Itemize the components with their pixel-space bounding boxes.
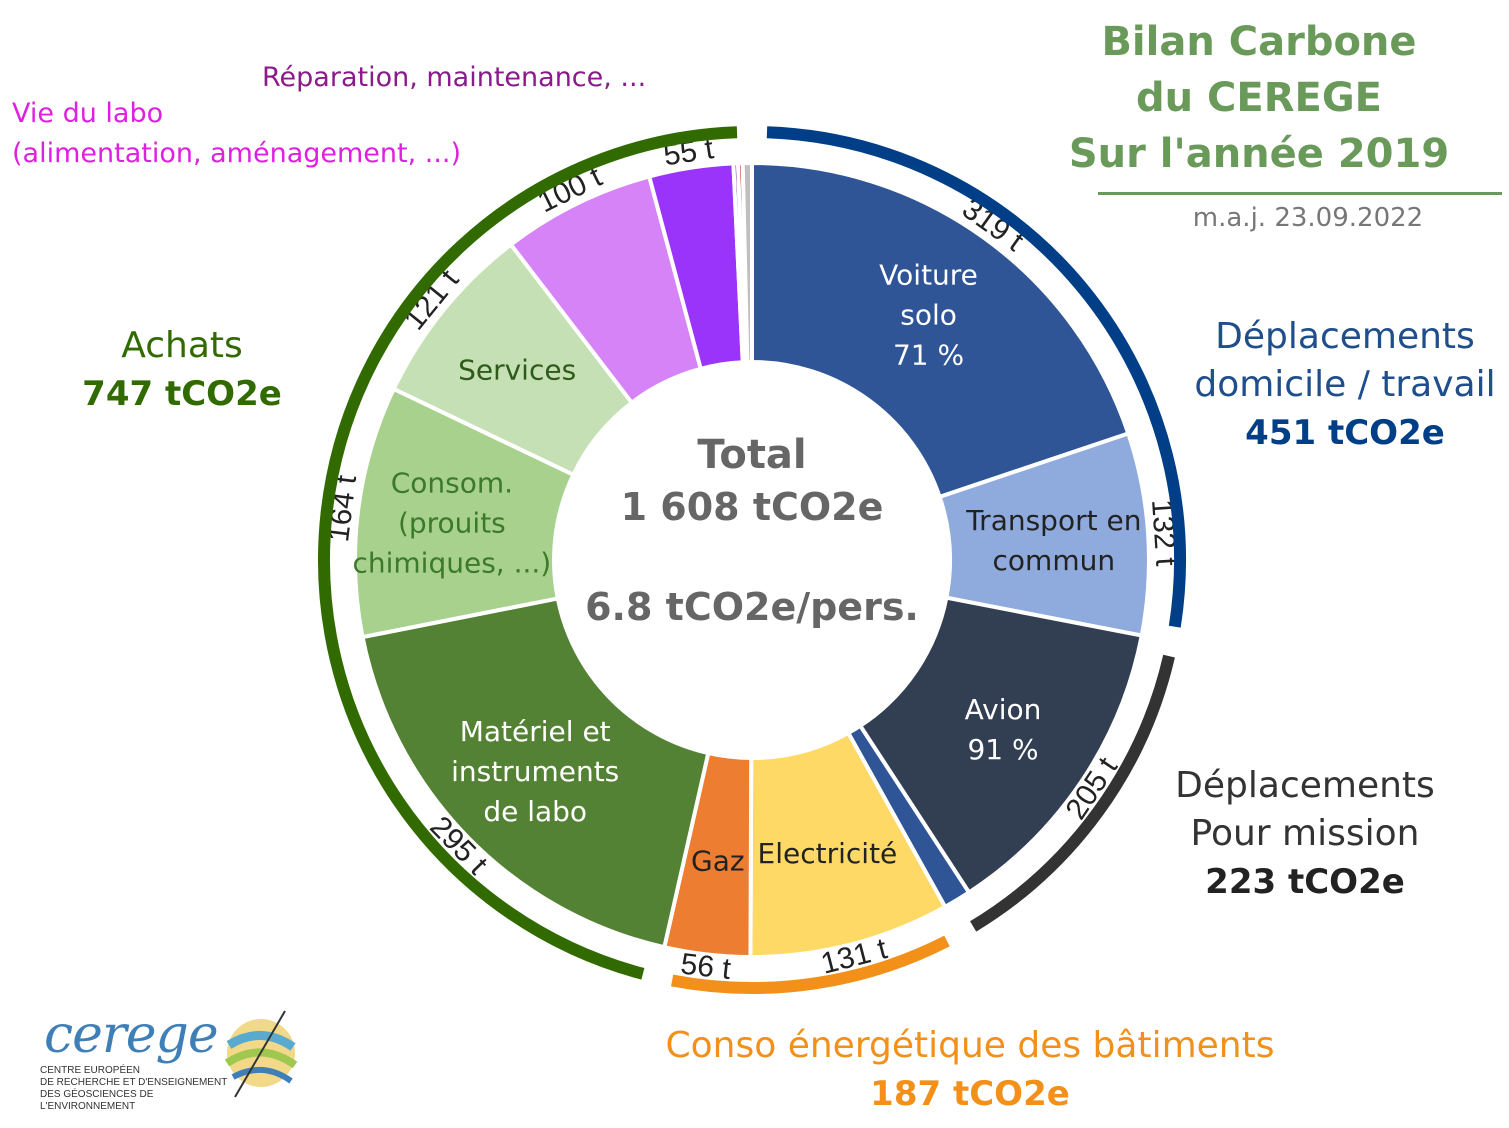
group-label-achats: Achats 747 tCO2e — [62, 322, 302, 418]
slice-label-transport-en-commun-0: Transport en — [965, 504, 1141, 537]
slice-avion-91 — [857, 595, 1145, 896]
group-domicile-line2: domicile / travail — [1194, 364, 1496, 405]
logo-sub-2: DE RECHERCHE ET D'ENSEIGNEMENT — [40, 1077, 228, 1088]
slice-label-voiture-solo-71-0: Voiture — [879, 258, 978, 291]
cerege-logo: cerege CENTRE EUROPÉEN DE RECHERCHE ET D… — [36, 1005, 316, 1115]
label-vie-labo-1: Vie du labo — [12, 98, 164, 129]
group-domicile-value: 451 tCO2e — [1245, 413, 1445, 453]
logo-sub-1: CENTRE EUROPÉEN — [40, 1065, 141, 1076]
title-line-1: Bilan Carbone — [1101, 19, 1417, 65]
label-reparation: Réparation, maintenance, ... — [262, 62, 647, 93]
slice-label-transport-en-commun-1: commun — [993, 544, 1116, 577]
group-mission-line1: Déplacements — [1175, 765, 1435, 806]
center-per-person: 6.8 tCO2e/pers. — [585, 585, 919, 629]
group-label-batiments: Conso énergétique des bâtiments 187 tCO2… — [640, 1022, 1300, 1118]
group-arc-conso-batiments — [671, 935, 950, 994]
slice-voiture-solo-71 — [750, 160, 1131, 500]
logo-wordmark: cerege — [44, 1005, 219, 1065]
group-achats-line1: Achats — [121, 325, 243, 366]
label-vie-labo-2: (alimentation, aménagement, ...) — [12, 138, 462, 169]
group-achats-value: 747 tCO2e — [82, 374, 282, 414]
group-domicile-line1: Déplacements — [1215, 316, 1475, 357]
slice-label-avion-91-0: Avion — [965, 693, 1042, 726]
group-arc-deplacements-mission — [970, 654, 1175, 932]
slice-label-gaz-0: Gaz — [691, 845, 745, 878]
globe-icon — [224, 1010, 298, 1098]
slice-label-electricite-0: Electricité — [758, 837, 898, 870]
group-batiments-line1: Conso énergétique des bâtiments — [665, 1025, 1275, 1066]
update-date: m.a.j. 23.09.2022 — [1192, 203, 1424, 233]
group-mission-line2: Pour mission — [1190, 813, 1420, 854]
slice-label-services-0: Services — [458, 353, 576, 386]
slice-label-voiture-solo-71-2: 71 % — [893, 338, 964, 371]
slice-label-avion-91-1: 91 % — [967, 733, 1038, 766]
slice-label-materiel-et-instruments-de-labo-2: de labo — [483, 795, 587, 828]
slice-autre-3 — [740, 160, 754, 365]
slice-label-materiel-et-instruments-de-labo-0: Matériel et — [460, 715, 611, 748]
group-mission-value: 223 tCO2e — [1205, 862, 1405, 902]
slice-label-materiel-et-instruments-de-labo-1: instruments — [451, 755, 619, 788]
group-label-domicile: Déplacements domicile / travail 451 tCO2… — [1180, 313, 1509, 457]
logo-subtitle: CENTRE EUROPÉEN DE RECHERCHE ET D'ENSEIG… — [40, 1065, 250, 1113]
logo-sub-3: DES GÉOSCIENCES DE L'ENVIRONNEMENT — [40, 1089, 154, 1112]
title-line-3: Sur l'année 2019 — [1068, 131, 1450, 177]
group-label-mission: Déplacements Pour mission 223 tCO2e — [1150, 762, 1460, 906]
slice-label-consom-prouits-chimiques-2: chimiques, ...) — [352, 546, 551, 579]
slice-label-consom-prouits-chimiques-0: Consom. — [391, 466, 513, 499]
chart-title: Bilan Carbone du CEREGE Sur l'année 2019 — [1049, 14, 1469, 182]
title-divider — [1098, 192, 1502, 195]
center-total-label: Total — [697, 432, 806, 478]
slice-label-voiture-solo-71-1: solo — [900, 298, 957, 331]
group-arc-achats — [318, 126, 738, 980]
title-line-2: du CEREGE — [1136, 75, 1382, 121]
slice-materiel-et-instruments-de-labo — [360, 596, 711, 950]
slice-label-consom-prouits-chimiques-1: (prouits — [398, 506, 506, 539]
group-arc-deplacements-domicile — [766, 126, 1186, 628]
center-total-value: 1 608 tCO2e — [621, 485, 884, 529]
slice-consom-prouits-chimiques — [353, 386, 576, 640]
group-batiments-value: 187 tCO2e — [870, 1074, 1070, 1114]
